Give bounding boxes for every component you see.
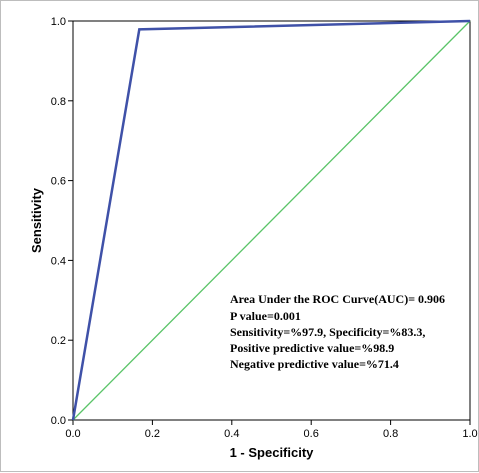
- x-tick-label: 0.4: [224, 428, 239, 440]
- annotation-auc: Area Under the ROC Curve(AUC)= 0.906: [230, 292, 445, 306]
- series-layer: [71, 19, 471, 421]
- x-tick-label: 0.2: [145, 428, 160, 440]
- y-tick-label: 0.8: [51, 96, 66, 108]
- x-tick-label: 0.8: [383, 428, 398, 440]
- y-tick-label: 1.0: [51, 16, 66, 28]
- y-axis-title: Sensitivity: [29, 187, 44, 253]
- annotation-ppv: Positive predictive value=%98.9: [230, 341, 394, 355]
- x-axis: 0.0 0.2 0.4 0.6 0.8 1.0: [65, 420, 478, 440]
- x-axis-title: 1 - Specificity: [230, 445, 315, 460]
- y-tick-label: 0.4: [51, 255, 66, 267]
- y-tick-label: 0.2: [51, 335, 66, 347]
- annotation-p-value: P value=0.001: [230, 309, 301, 323]
- x-tick-label: 1.0: [462, 428, 477, 440]
- x-tick-label: 0.6: [304, 428, 319, 440]
- roc-curve: [71, 19, 471, 421]
- y-tick-label: 0.6: [51, 176, 66, 188]
- y-axis: 0.0 0.2 0.4 0.6 0.8 1.0: [51, 16, 73, 427]
- y-tick-label: 0.0: [51, 415, 66, 427]
- annotation-box: Area Under the ROC Curve(AUC)= 0.906 P v…: [230, 292, 445, 371]
- x-tick-label: 0.0: [65, 428, 80, 440]
- annotation-npv: Negative predictive value=%71.4: [230, 357, 399, 371]
- annotation-sensitivity-specificity: Sensitivity=%97.9, Specificity=%83.3,: [230, 325, 425, 339]
- reference-line: [72, 20, 471, 421]
